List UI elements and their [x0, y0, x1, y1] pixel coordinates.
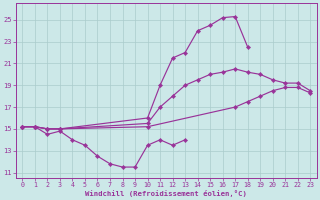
X-axis label: Windchill (Refroidissement éolien,°C): Windchill (Refroidissement éolien,°C): [85, 190, 247, 197]
